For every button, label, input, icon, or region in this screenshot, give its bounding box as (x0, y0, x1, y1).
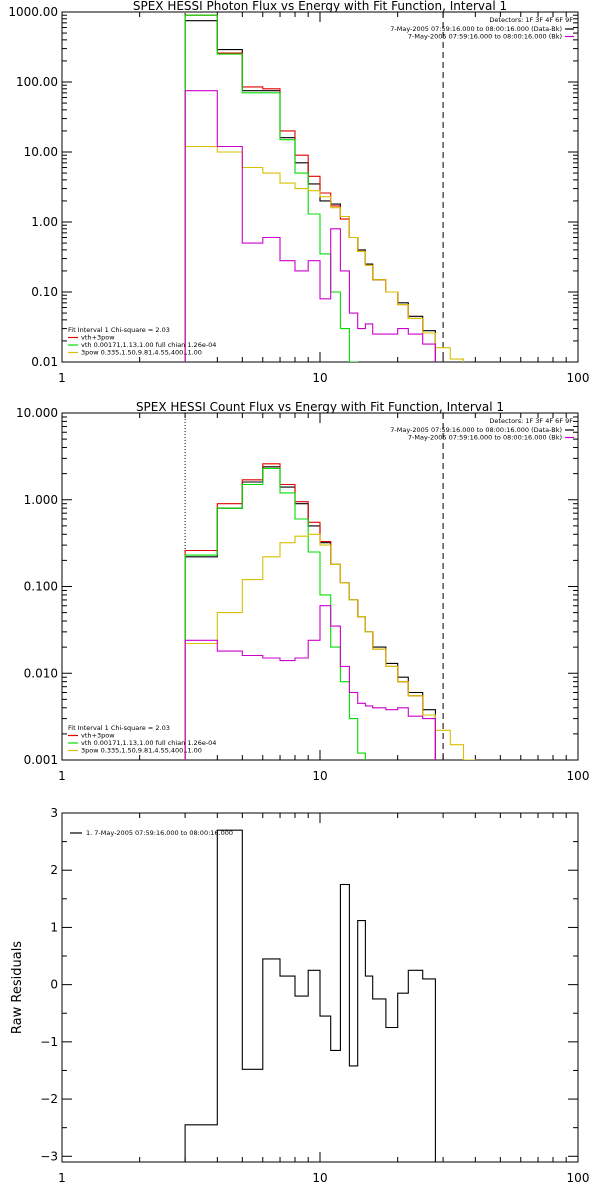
y-tick-label: 1 (50, 920, 58, 934)
x-axis: 1 10 100 (58, 12, 589, 385)
y-tick-label: −3 (40, 1149, 58, 1163)
series-vth (184, 467, 366, 760)
y-tick-label: 2 (50, 863, 58, 877)
y-tick-label: 1000.00 (8, 5, 58, 19)
y-tick-label: 0 (50, 978, 58, 992)
series-group (184, 463, 476, 760)
legend-right-label: 7-May-2005 07:59:16.000 to 08:00:16.000 … (408, 434, 562, 442)
series-data-bk (184, 466, 436, 760)
legend-left-label: vth+3pow (81, 732, 115, 740)
y-axis: 10.000 1.000 0.100 0.010 0.001 (16, 406, 578, 767)
legend-left-label: vth+3pow (81, 334, 115, 342)
legend-label: 1. 7-May-2005 07:59:16.000 to 08:00:16.0… (86, 829, 233, 837)
x-tick-label: 1 (58, 769, 66, 783)
x-tick-label: 10 (312, 371, 327, 385)
x-tick-label: 100 (567, 371, 590, 385)
fit-label: Fit Interval 1 Chi-square = 2.03 (68, 326, 170, 334)
series-bk (184, 605, 436, 760)
x-tick-label: 10 (312, 1171, 327, 1185)
chart-panel-2: SPEX HESSI Count Flux vs Energy with Fit… (16, 400, 589, 783)
chart-title: SPEX HESSI Photon Flux vs Energy with Fi… (133, 0, 507, 13)
series-vth-3pow (184, 463, 436, 760)
series-bk (184, 90, 436, 362)
x-axis: 1 10 100 (58, 813, 589, 1185)
legend-right-label: 7-May-2005 07:59:16.000 to 08:00:16.000 … (390, 426, 562, 434)
y-tick-label: 0.010 (24, 666, 58, 680)
y-axis: 3 2 1 0 −1 −2 −3 (40, 806, 578, 1163)
y-tick-label: 0.001 (24, 753, 58, 767)
chart-title: SPEX HESSI Count Flux vs Energy with Fit… (136, 400, 504, 414)
y-tick-label: 10.00 (24, 145, 58, 159)
y-axis-label: Raw Residuals (10, 941, 25, 1034)
y-tick-label: 10.000 (16, 406, 58, 420)
legend-right-label: 7-May-2005 07:59:16.000 to 08:00:16.000 … (408, 33, 562, 41)
detectors-label: Detectors: 1F 3F 4F 6F 9F (489, 417, 573, 425)
series-3pow (184, 533, 476, 760)
fit-label: Fit Interval 1 Chi-square = 2.03 (68, 724, 170, 732)
y-tick-label: 0.100 (24, 580, 58, 594)
x-tick-label: 1 (58, 371, 66, 385)
series-vth (184, 14, 359, 362)
x-tick-label: 1 (58, 1171, 66, 1185)
y-tick-label: 1.000 (24, 493, 58, 507)
y-tick-label: 1.00 (31, 215, 58, 229)
chart-panel-1: SPEX HESSI Photon Flux vs Energy with Fi… (8, 0, 589, 385)
x-tick-label: 100 (567, 1171, 590, 1185)
x-axis: 1 10 100 (58, 413, 589, 783)
x-tick-label: 100 (567, 769, 590, 783)
legend-right-label: 7-May-2005 07:59:16.000 to 08:00:16.000 … (390, 25, 562, 33)
legend-left-label: 3pow 0.335,1.50,9.81,4.55,400.,1.00 (81, 747, 202, 755)
detectors-label: Detectors: 1F 3F 4F 6F 9F (489, 16, 573, 24)
x-tick-label: 10 (312, 769, 327, 783)
y-tick-label: 100.00 (16, 75, 58, 89)
series-group (184, 829, 436, 1162)
y-tick-label: −2 (40, 1092, 58, 1106)
y-tick-label: −1 (40, 1035, 58, 1049)
y-tick-label: 3 (50, 806, 58, 820)
series-data-bk (184, 20, 436, 362)
y-axis: 1000.00 100.00 10.00 1.00 0.10 0.01 (8, 5, 578, 369)
y-tick-label: 0.01 (31, 355, 58, 369)
series-3pow (184, 145, 465, 362)
legend-left-label: vth 0.00171,1.13,1.00 full chian 1.26e-0… (81, 739, 216, 747)
series-1-7-may-2005-07-59-16-000-to-08-00-16-000 (184, 829, 436, 1162)
legend-left-label: 3pow 0.335,1.50,9.81,4.55,400.,1.00 (81, 349, 202, 357)
y-tick-label: 0.10 (31, 285, 58, 299)
legend-left-label: vth 0.00171,1.13,1.00 full chian 1.26e-0… (81, 341, 216, 349)
series-group (184, 14, 465, 362)
